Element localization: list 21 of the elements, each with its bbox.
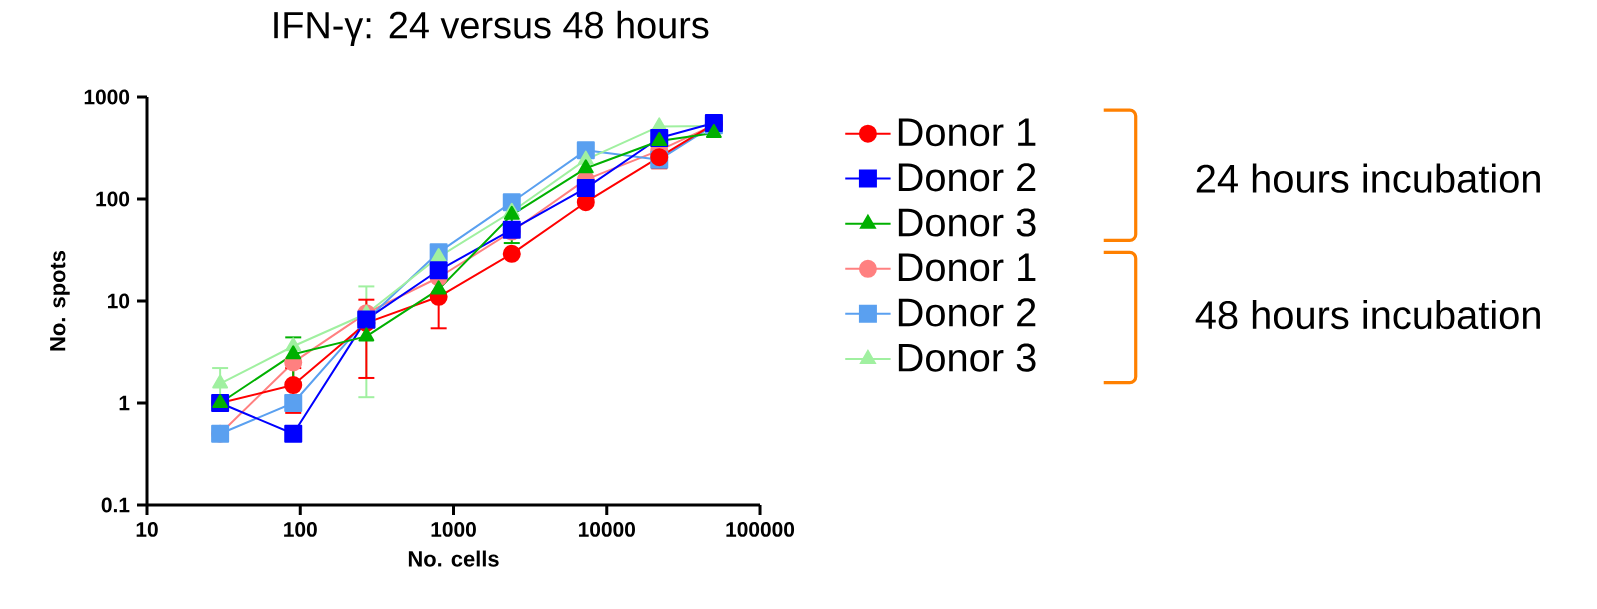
x-tick-label: 10000 [578,522,635,537]
text: 24 hours incubation [1196,163,1540,193]
x-tick-label: 100000 [726,522,795,537]
y-tick-label: 100 [96,191,130,207]
legend-label: Donor 3 [898,343,1036,372]
x-tick-label: 10 [136,522,158,537]
legend-label: Donor 3 [898,208,1036,237]
y-tick-label: 0.1 [101,497,130,513]
legend-label: Donor 2 [898,163,1036,192]
chart-title: IFN-γ: 24 versus 48 hours [274,10,709,47]
legend-label: Donor 1 [898,253,1036,282]
y-tick-label: 10 [108,293,130,309]
x-tick-label: 100 [284,522,317,537]
text: 48 hours incubation [1195,299,1540,330]
legend-label: Donor 1 [898,118,1036,147]
y-tick-label: 1000 [84,89,130,105]
x-tick-label: 1000 [431,522,476,537]
y-tick-label: 1 [119,395,130,411]
y-axis-title: No. spots [50,250,70,351]
legend-label: Donor 2 [898,298,1036,327]
x-axis-title: No. cells [408,550,499,567]
